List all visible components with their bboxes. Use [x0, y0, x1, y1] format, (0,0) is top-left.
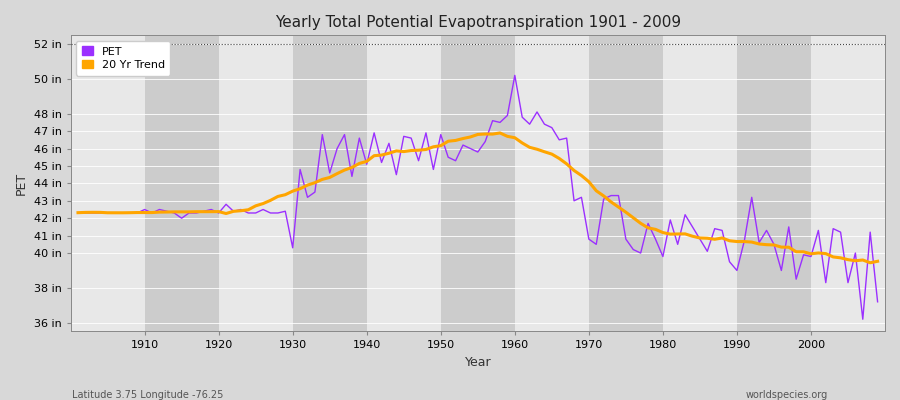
20 Yr Trend [517, 140, 527, 145]
Text: worldspecies.org: worldspecies.org [746, 390, 828, 400]
PET [606, 193, 616, 198]
Bar [219, 35, 292, 332]
20 Yr Trend [294, 186, 305, 191]
Bar [441, 35, 515, 332]
20 Yr Trend [865, 260, 876, 265]
PET [339, 132, 350, 137]
Line: PET: PET [78, 75, 878, 319]
Bar [70, 35, 145, 332]
PET [509, 73, 520, 78]
PET [294, 167, 305, 172]
Title: Yearly Total Potential Evapotranspiration 1901 - 2009: Yearly Total Potential Evapotranspiratio… [274, 15, 681, 30]
PET [73, 210, 84, 215]
Bar [737, 35, 811, 332]
Bar [515, 35, 589, 332]
Bar [366, 35, 441, 332]
Line: 20 Yr Trend: 20 Yr Trend [78, 133, 878, 263]
Bar [145, 35, 219, 332]
20 Yr Trend [495, 130, 506, 135]
PET [131, 210, 142, 215]
PET [517, 115, 527, 120]
PET [858, 317, 868, 322]
Legend: PET, 20 Yr Trend: PET, 20 Yr Trend [76, 41, 170, 76]
Bar [811, 35, 885, 332]
Bar [663, 35, 737, 332]
Bar [589, 35, 663, 332]
PET [502, 113, 513, 118]
20 Yr Trend [606, 200, 616, 204]
Bar [292, 35, 366, 332]
Y-axis label: PET: PET [15, 172, 28, 195]
20 Yr Trend [73, 210, 84, 215]
X-axis label: Year: Year [464, 356, 491, 369]
PET [872, 300, 883, 304]
20 Yr Trend [872, 259, 883, 264]
Text: Latitude 3.75 Longitude -76.25: Latitude 3.75 Longitude -76.25 [72, 390, 223, 400]
20 Yr Trend [131, 210, 142, 215]
20 Yr Trend [509, 135, 520, 140]
20 Yr Trend [339, 168, 350, 172]
